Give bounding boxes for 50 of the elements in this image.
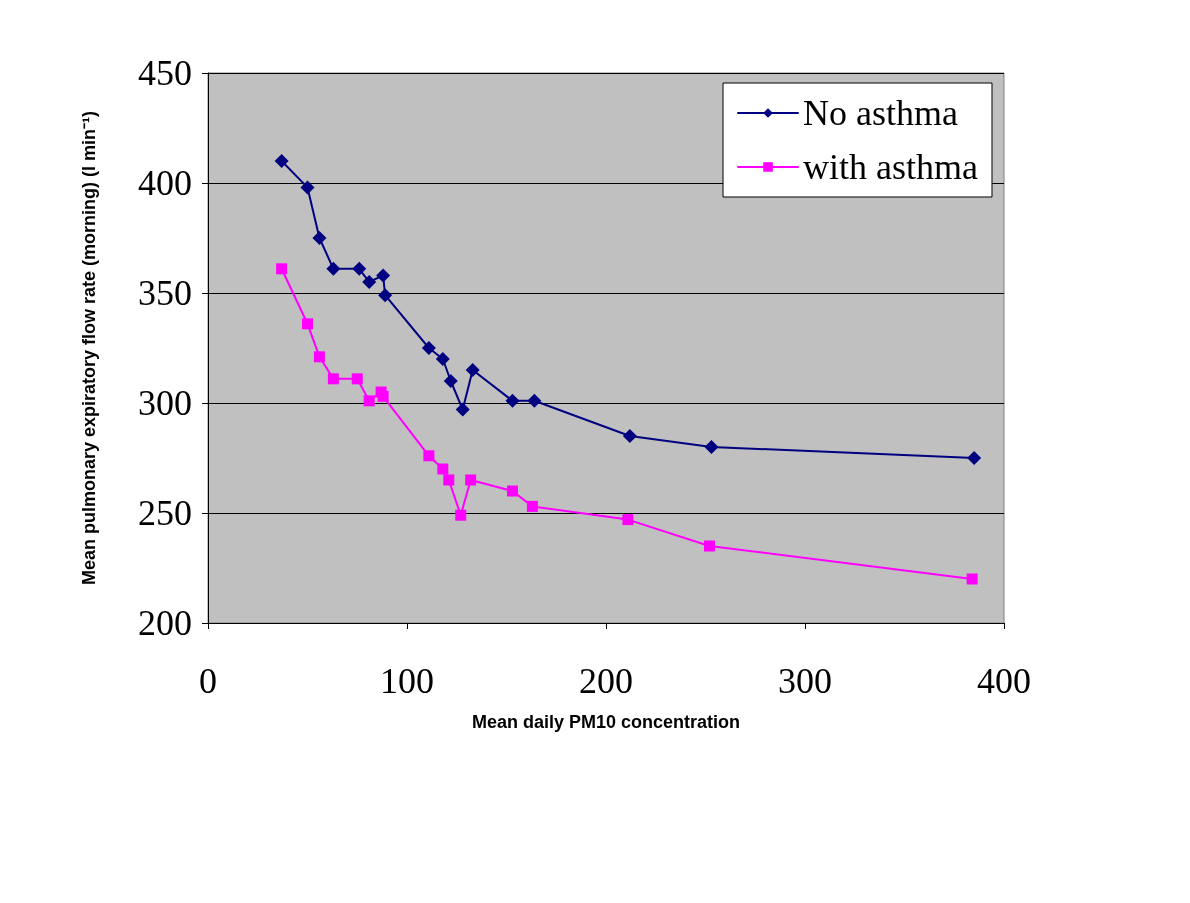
legend-label: No asthma <box>803 93 959 133</box>
point <box>455 402 470 417</box>
point <box>455 509 467 521</box>
y-tick-label: 200 <box>138 603 192 643</box>
point <box>302 318 313 330</box>
point <box>967 451 982 465</box>
point <box>313 351 325 363</box>
point <box>276 263 288 275</box>
point <box>703 540 715 552</box>
point <box>300 180 315 195</box>
point <box>443 374 458 388</box>
point <box>376 268 391 283</box>
point <box>435 352 450 366</box>
point <box>527 393 542 408</box>
point <box>326 261 341 276</box>
x-axis-title: Mean daily PM10 concentration <box>471 712 741 732</box>
x-tick-label: 400 <box>977 661 1031 701</box>
point <box>363 395 375 407</box>
point <box>351 373 363 385</box>
y-tick-label: 250 <box>138 493 192 533</box>
y-tick-label: 350 <box>138 273 192 313</box>
point <box>465 474 477 486</box>
point <box>622 429 637 443</box>
point <box>505 393 520 408</box>
point <box>421 341 436 355</box>
point <box>465 363 480 377</box>
point <box>377 390 389 402</box>
y-tick-label: 400 <box>138 163 192 203</box>
point <box>437 463 449 475</box>
x-tick-label: 300 <box>778 661 832 701</box>
point <box>362 275 377 289</box>
x-tick-label: 100 <box>380 661 434 701</box>
point <box>274 154 289 168</box>
point <box>423 450 435 462</box>
point <box>312 231 327 245</box>
point <box>443 474 455 486</box>
x-tick-label: 0 <box>199 661 217 701</box>
point <box>622 514 634 526</box>
y-axis-title: Mean pulmonary expiratory flow rate (morning) (l min⁻¹) <box>79 110 99 586</box>
legend-label: with asthma <box>803 147 979 187</box>
point <box>966 573 978 585</box>
x-tick-label: 200 <box>579 661 633 701</box>
point <box>378 288 393 303</box>
point <box>506 485 518 497</box>
point <box>327 373 339 385</box>
point <box>352 261 367 276</box>
point <box>704 440 719 454</box>
y-tick-label: 300 <box>138 383 192 423</box>
y-tick-label: 450 <box>138 53 192 93</box>
point <box>526 500 538 512</box>
